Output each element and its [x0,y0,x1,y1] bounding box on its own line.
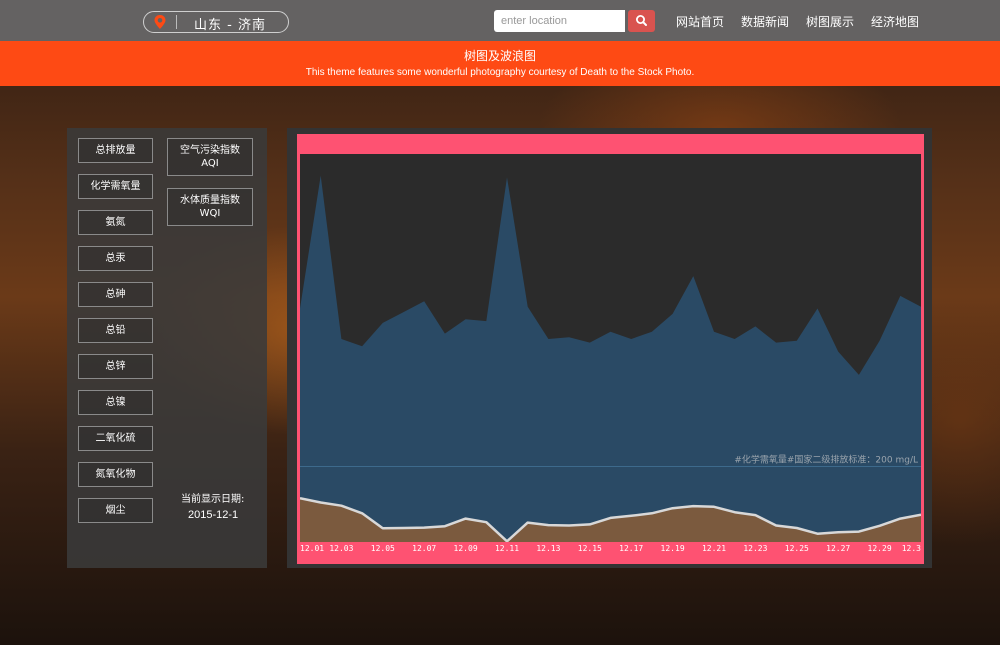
x-tick-label: 12.05 [371,544,395,553]
x-tick-label: 12.29 [868,544,892,553]
x-tick-label: 12.23 [743,544,767,553]
nav-home[interactable]: 网站首页 [676,15,725,29]
x-tick-label: 12.03 [329,544,353,553]
x-tick-label: 12.13 [536,544,560,553]
x-tick-label: 12.09 [454,544,478,553]
series-1-area [300,175,921,542]
x-tick-label: 12.11 [495,544,519,553]
title-banner: 树图及波浪图 This theme features some wonderfu… [0,41,1000,86]
btn-aqi[interactable]: 空气污染指数 AQI [167,138,253,176]
location-selector[interactable]: 山东 - 济南 [143,11,289,33]
nav-data-news[interactable]: 数据新闻 [741,15,790,29]
x-tick-label: 12.15 [578,544,602,553]
series-2-line [300,496,921,543]
x-tick-label: 12.21 [702,544,726,553]
aqi-abbr: AQI [201,158,219,169]
btn-ammonia-nitrogen[interactable]: 氨氮 [78,210,153,235]
current-date-value: 2015-12-1 [188,509,239,521]
x-tick-label: 12.17 [619,544,643,553]
btn-total-zinc[interactable]: 总锌 [78,354,153,379]
btn-smoke-dust[interactable]: 烟尘 [78,498,153,523]
btn-sulfur-dioxide[interactable]: 二氧化硫 [78,426,153,451]
search-button[interactable] [628,10,655,32]
wave-chart: #化学需氧量#国家二级排放标准：200 mg/L 12.01 12.03 12.05 1… [300,154,921,558]
nav-economic-map[interactable]: 经济地图 [871,15,920,29]
aqi-label: 空气污染指数 [180,145,240,156]
reference-line-label: #化学需氧量#国家二级排放标准：200 mg/L [734,454,918,466]
city-name: 山东 - 济南 [194,18,266,33]
top-navbar: 山东 - 济南 网站首页 数据新闻 树图展示 经济地图 [0,0,1000,41]
nav-treemap[interactable]: 树图展示 [806,15,855,29]
x-tick-label: 12.27 [826,544,850,553]
banner-subtitle: This theme features some wonderful photo… [305,67,695,78]
location-pin-icon [154,15,166,29]
btn-total-lead[interactable]: 总铅 [78,318,153,343]
x-tick-label: 12.01 [300,544,324,553]
x-tick-label: 12.07 [412,544,436,553]
x-tick-label: 12.3 [902,544,921,553]
btn-total-arsenic[interactable]: 总砷 [78,282,153,307]
x-axis-band [300,542,921,558]
btn-wqi[interactable]: 水体质量指数 WQI [167,188,253,226]
btn-cod[interactable]: 化学需氧量 [78,174,153,199]
logo-separator [176,15,177,29]
x-tick-label: 12.19 [661,544,685,553]
banner-title: 树图及波浪图 [463,49,536,63]
search-icon [635,15,647,26]
x-tick-label: 12.25 [785,544,809,553]
current-date-label: 当前显示日期: [181,494,245,505]
btn-total-emission[interactable]: 总排放量 [78,138,153,163]
wqi-label: 水体质量指数 [180,195,240,206]
location-search-input[interactable] [494,10,625,32]
wqi-abbr: WQI [199,208,221,219]
btn-nitrogen-oxides[interactable]: 氮氧化物 [78,462,153,487]
series-2-area [300,498,921,542]
btn-total-mercury[interactable]: 总汞 [78,246,153,271]
btn-total-nickel[interactable]: 总镍 [78,390,153,415]
